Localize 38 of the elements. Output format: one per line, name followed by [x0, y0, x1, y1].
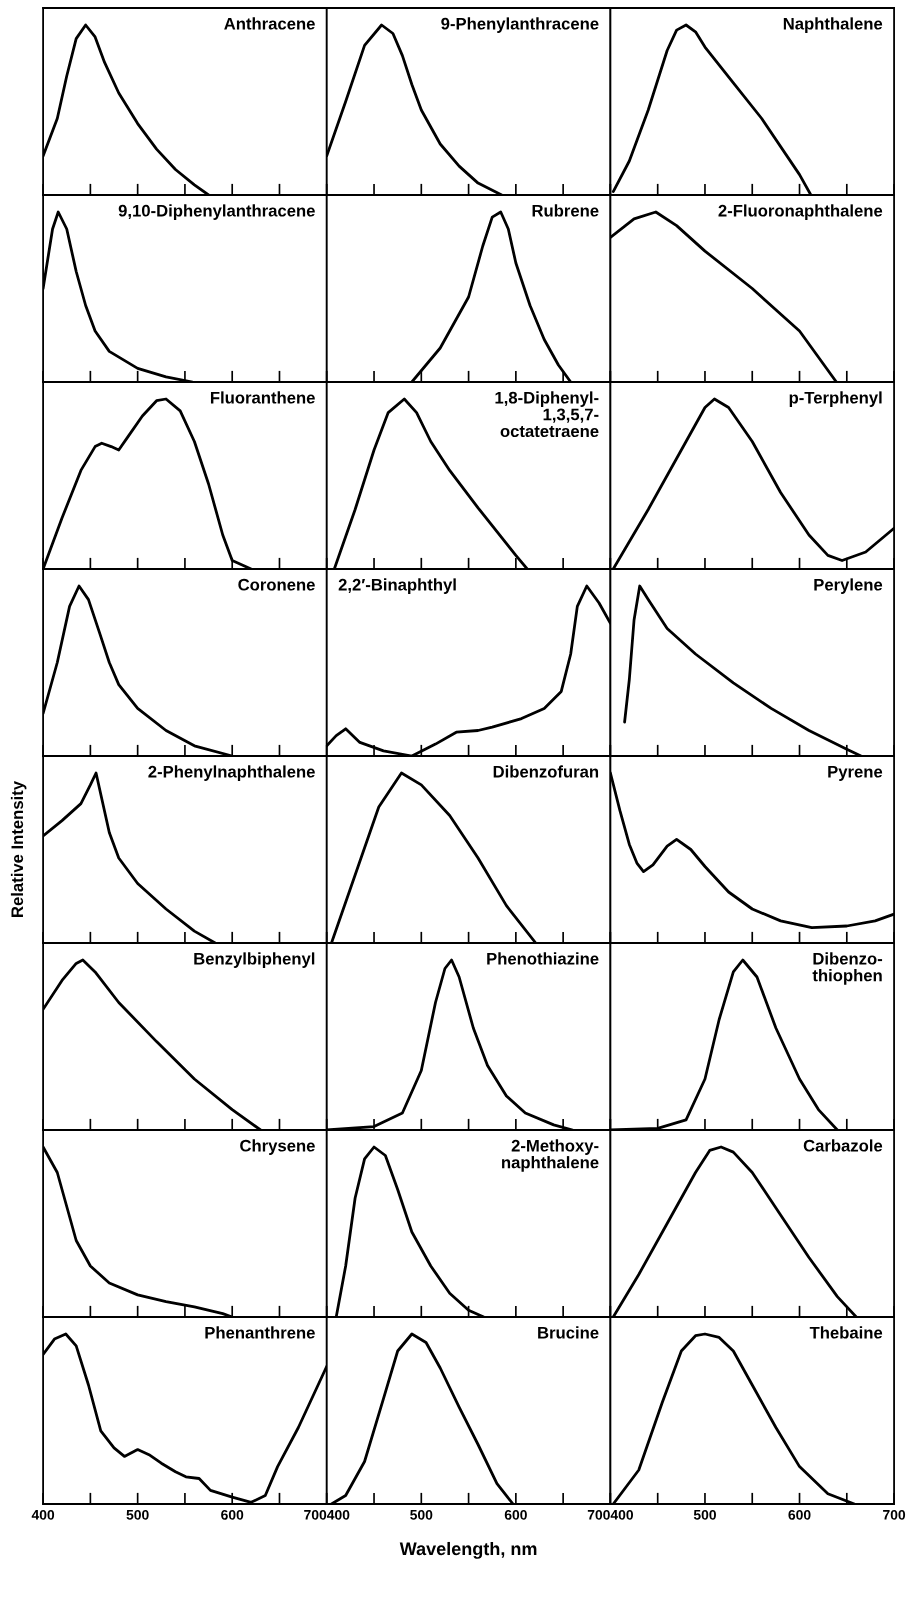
- chart-title: Benzylbiphenyl: [194, 952, 315, 968]
- chart-title: 1,8-Diphenyl- 1,3,5,7- octatetraene: [495, 391, 599, 438]
- chart-title: Carbazole: [803, 1139, 883, 1152]
- x-tick-label: 600: [788, 1509, 811, 1520]
- chart-title: Naphthalene: [783, 17, 883, 33]
- chart-title: Chrysene: [240, 1139, 315, 1155]
- chart-title: 2,2′-Binaphthyl: [338, 578, 456, 594]
- x-tick-label: 600: [504, 1509, 527, 1520]
- x-tick-label: 700: [304, 1509, 327, 1520]
- x-tick-label: 700: [883, 1509, 906, 1520]
- x-tick-label: 600: [221, 1509, 244, 1520]
- chart-title: Perylene: [814, 578, 883, 594]
- x-tick-label: 400: [610, 1509, 634, 1520]
- x-tick-label: 500: [693, 1509, 716, 1520]
- chart-title: 9,10-Diphenylanthracene: [118, 204, 315, 220]
- chart-title: 2-Phenylnaphthalene: [148, 765, 315, 781]
- x-tick-label: 700: [587, 1509, 610, 1520]
- x-axis-title: Wavelength, nm: [399, 1541, 537, 1559]
- chart-title: Coronene: [238, 578, 315, 591]
- chart-title: Thebaine: [809, 1326, 883, 1339]
- chart-title: Dibenzo- thiophen: [812, 952, 883, 985]
- x-tick-label: 400: [31, 1509, 55, 1520]
- chart-title: p-Terphenyl: [789, 391, 882, 407]
- chart-title: Fluoranthene: [210, 391, 315, 404]
- y-axis-title: Relative Intensity: [10, 781, 27, 917]
- x-tick-label: 500: [410, 1509, 433, 1520]
- x-tick-label: 500: [126, 1509, 149, 1520]
- chart-title: Phenothiazine: [487, 952, 599, 965]
- chart-title: Phenanthrene: [205, 1326, 315, 1339]
- chart-title: Dibenzofuran: [493, 765, 599, 778]
- chart-title: Rubrene: [532, 204, 599, 217]
- chart-title: Brucine: [538, 1326, 599, 1339]
- chart-title: 2-Methoxy- naphthalene: [502, 1139, 599, 1172]
- chart-title: Anthracene: [224, 17, 315, 30]
- chart-title: Pyrene: [828, 765, 883, 781]
- chart-title: 9-Phenylanthracene: [441, 17, 599, 33]
- x-tick-label: 400: [326, 1509, 350, 1520]
- chart-title: 2-Fluoronaphthalene: [718, 204, 883, 220]
